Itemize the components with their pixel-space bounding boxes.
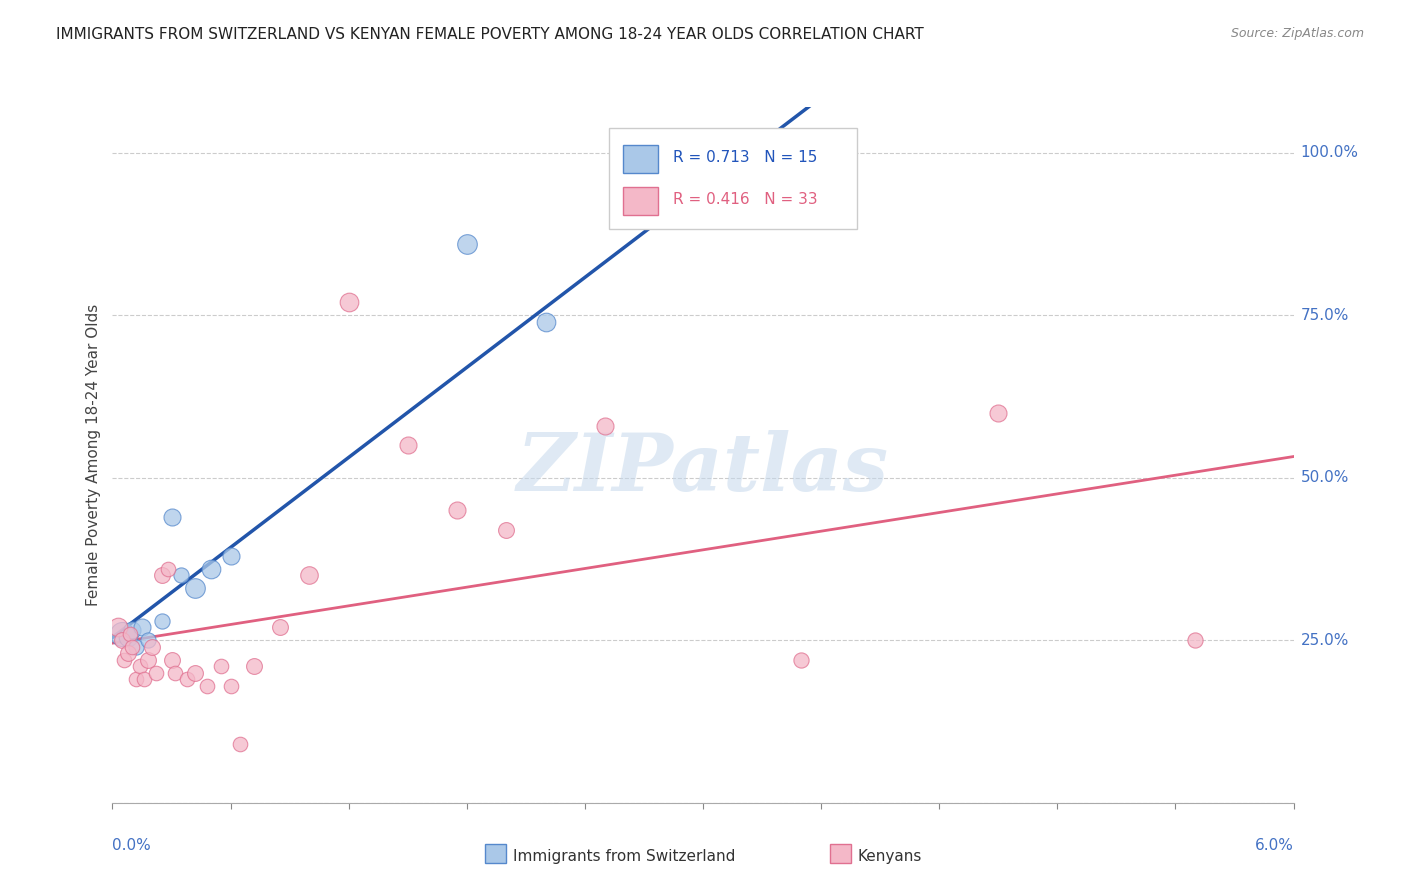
Point xyxy=(209,659,232,673)
Point xyxy=(111,633,134,648)
Point xyxy=(170,568,193,582)
Point xyxy=(129,659,152,673)
Text: Kenyans: Kenyans xyxy=(858,849,922,863)
Text: 50.0%: 50.0% xyxy=(1301,470,1348,485)
Point xyxy=(120,626,142,640)
Point xyxy=(125,672,148,686)
Text: Source: ZipAtlas.com: Source: ZipAtlas.com xyxy=(1230,27,1364,40)
Point xyxy=(446,503,468,517)
Point xyxy=(160,653,183,667)
Point xyxy=(107,620,129,634)
Point xyxy=(593,418,616,433)
Point xyxy=(132,672,155,686)
Point xyxy=(337,295,360,310)
Text: ZIPatlas: ZIPatlas xyxy=(517,430,889,508)
Point xyxy=(125,640,148,654)
Text: R = 0.416   N = 33: R = 0.416 N = 33 xyxy=(673,192,818,207)
Point xyxy=(298,568,321,582)
FancyBboxPatch shape xyxy=(609,128,856,229)
Point xyxy=(229,737,252,751)
Text: 100.0%: 100.0% xyxy=(1301,145,1358,160)
Point xyxy=(1184,633,1206,648)
Point xyxy=(243,659,266,673)
Text: 6.0%: 6.0% xyxy=(1254,838,1294,854)
Point xyxy=(156,562,179,576)
Point xyxy=(176,672,198,686)
Point xyxy=(790,159,813,173)
Point xyxy=(111,626,134,640)
Point xyxy=(150,568,173,582)
Text: IMMIGRANTS FROM SWITZERLAND VS KENYAN FEMALE POVERTY AMONG 18-24 YEAR OLDS CORRE: IMMIGRANTS FROM SWITZERLAND VS KENYAN FE… xyxy=(56,27,924,42)
Point xyxy=(790,653,813,667)
Point xyxy=(200,562,222,576)
Point xyxy=(195,679,218,693)
Point xyxy=(160,509,183,524)
Text: 75.0%: 75.0% xyxy=(1301,308,1348,323)
Point xyxy=(495,523,517,537)
Point xyxy=(117,630,139,644)
Point xyxy=(150,614,173,628)
FancyBboxPatch shape xyxy=(623,145,658,173)
Text: 0.0%: 0.0% xyxy=(112,838,152,854)
Text: R = 0.713   N = 15: R = 0.713 N = 15 xyxy=(673,151,818,165)
Y-axis label: Female Poverty Among 18-24 Year Olds: Female Poverty Among 18-24 Year Olds xyxy=(86,304,101,606)
Point xyxy=(269,620,291,634)
Point xyxy=(456,236,478,251)
Point xyxy=(131,620,153,634)
Point xyxy=(165,665,187,680)
Point xyxy=(136,653,159,667)
Point xyxy=(121,624,143,638)
FancyBboxPatch shape xyxy=(623,187,658,215)
Point xyxy=(184,581,207,595)
Point xyxy=(396,438,419,452)
Point xyxy=(219,549,242,563)
Point xyxy=(145,665,167,680)
Text: 25.0%: 25.0% xyxy=(1301,632,1348,648)
Point xyxy=(987,406,1010,420)
Point xyxy=(136,633,159,648)
Point xyxy=(112,653,135,667)
Point xyxy=(184,665,207,680)
Point xyxy=(117,646,139,660)
Point xyxy=(121,640,143,654)
Point xyxy=(219,679,242,693)
Text: Immigrants from Switzerland: Immigrants from Switzerland xyxy=(513,849,735,863)
Point xyxy=(534,315,557,329)
Point xyxy=(141,640,163,654)
